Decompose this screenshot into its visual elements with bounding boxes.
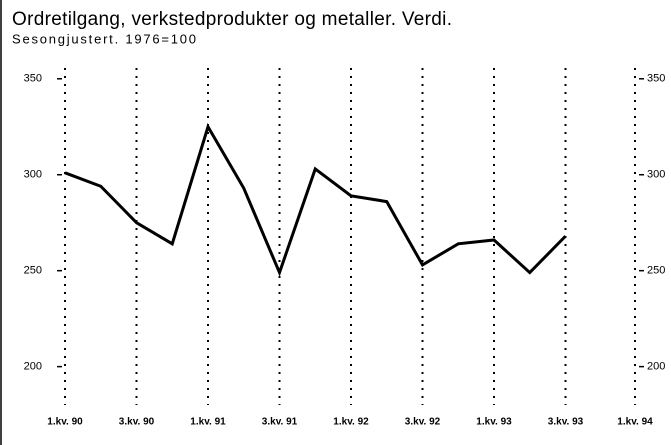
x-tick-label: 1.kv. 91 (190, 417, 226, 428)
y2-tick-label: 200 (647, 361, 665, 373)
data-line (64, 123, 567, 277)
x-tick-label: 1.kv. 94 (617, 417, 653, 428)
x-tick-label: 3.kv. 92 (405, 417, 441, 428)
y2-tick-label: 350 (647, 73, 665, 85)
x-tick-label: 3.kv. 90 (119, 417, 155, 428)
x-tick-label: 1.kv. 90 (47, 417, 83, 428)
x-tick-label: 1.kv. 92 (333, 417, 369, 428)
x-tick-label: 3.kv. 91 (262, 417, 298, 428)
y-tick-label: 200 (24, 361, 42, 373)
y2-tick-label: 250 (647, 265, 665, 277)
y-tick-label: 350 (24, 73, 42, 85)
chart-subtitle: Sesongjustert. 1976=100 (12, 31, 196, 46)
chart-title: Ordretilgang, verkstedprodukter og metal… (12, 9, 452, 30)
y-tick-label: 250 (24, 265, 42, 277)
y-tick-label: 300 (24, 169, 42, 181)
y2-tick-label: 300 (647, 169, 665, 181)
x-tick-label: 1.kv. 93 (476, 417, 512, 428)
x-tick-label: 3.kv. 93 (548, 417, 584, 428)
